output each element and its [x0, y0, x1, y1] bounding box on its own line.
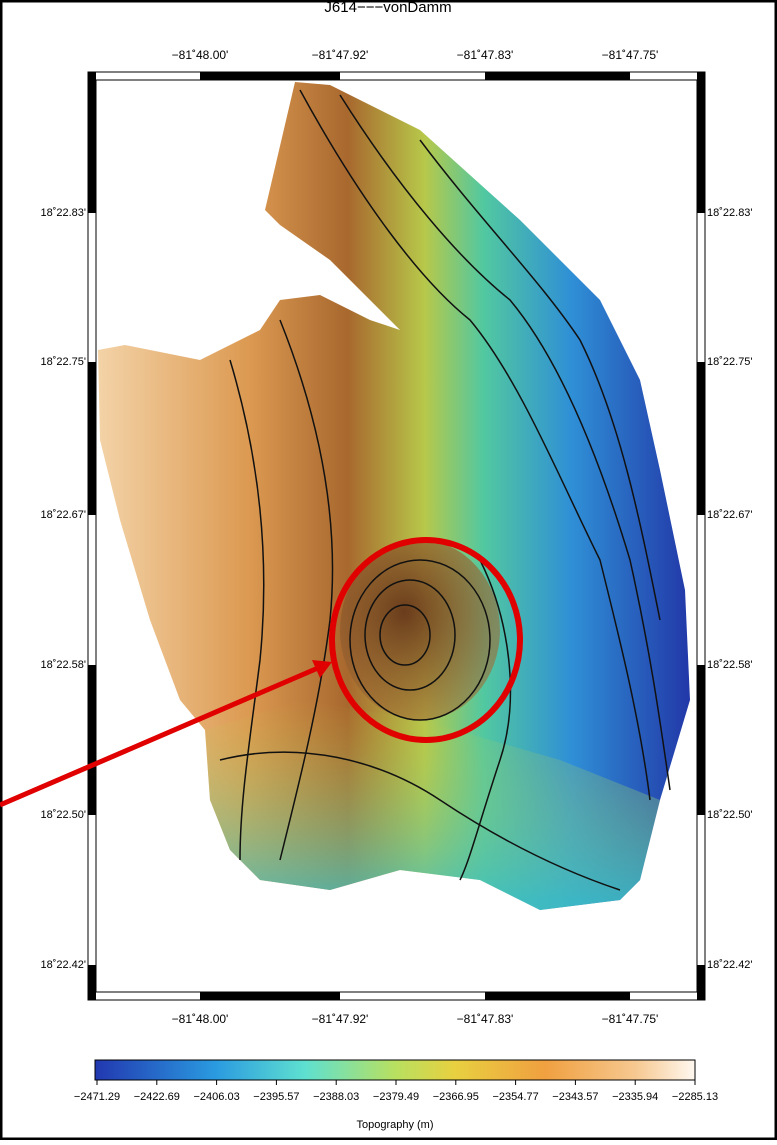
y-label-right: 18˚22.50' — [707, 809, 753, 821]
colorbar-label: −2354.77 — [493, 1091, 539, 1103]
title: J614−−−vonDamm — [324, 0, 451, 16]
colorbar-label: −2471.29 — [74, 1091, 120, 1103]
x-label-bottom: −81˚47.83' — [457, 1012, 514, 1026]
colorbar-label: −2395.57 — [253, 1091, 299, 1103]
colorbar-title: Topography (m) — [356, 1119, 433, 1131]
y-label-left: 18˚22.75' — [40, 356, 86, 368]
y-label-right: 18˚22.75' — [707, 356, 753, 368]
page: J614−−−vonDamm — [0, 0, 777, 1140]
colorbar-label: −2335.94 — [612, 1091, 658, 1103]
colorbar-label: −2343.57 — [552, 1091, 598, 1103]
colorbar-label: −2366.95 — [433, 1091, 479, 1103]
y-label-right: 18˚22.83' — [707, 207, 753, 219]
y-label-left: 18˚22.58' — [40, 659, 86, 671]
colorbar-label: −2422.69 — [134, 1091, 180, 1103]
y-label-right: 18˚22.58' — [707, 659, 753, 671]
y-label-right: 18˚22.42' — [707, 959, 753, 971]
colorbar-label: −2406.03 — [194, 1091, 240, 1103]
y-label-right: 18˚22.67' — [707, 509, 753, 521]
y-label-left: 18˚22.67' — [40, 509, 86, 521]
y-label-left: 18˚22.83' — [40, 207, 86, 219]
colorbar-label: −2379.49 — [373, 1091, 419, 1103]
x-label-bottom: −81˚48.00' — [172, 1012, 229, 1026]
colorbar-label: −2388.03 — [313, 1091, 359, 1103]
x-label-top: −81˚48.00' — [172, 48, 229, 62]
y-label-left: 18˚22.50' — [40, 809, 86, 821]
y-label-left: 18˚22.42' — [40, 959, 86, 971]
x-label-bottom: −81˚47.75' — [602, 1012, 659, 1026]
colorbar — [95, 1060, 695, 1080]
x-label-bottom: −81˚47.92' — [312, 1012, 369, 1026]
x-label-top: −81˚47.83' — [457, 48, 514, 62]
x-label-top: −81˚47.75' — [602, 48, 659, 62]
x-label-top: −81˚47.92' — [312, 48, 369, 62]
colorbar-label: −2285.13 — [672, 1091, 718, 1103]
